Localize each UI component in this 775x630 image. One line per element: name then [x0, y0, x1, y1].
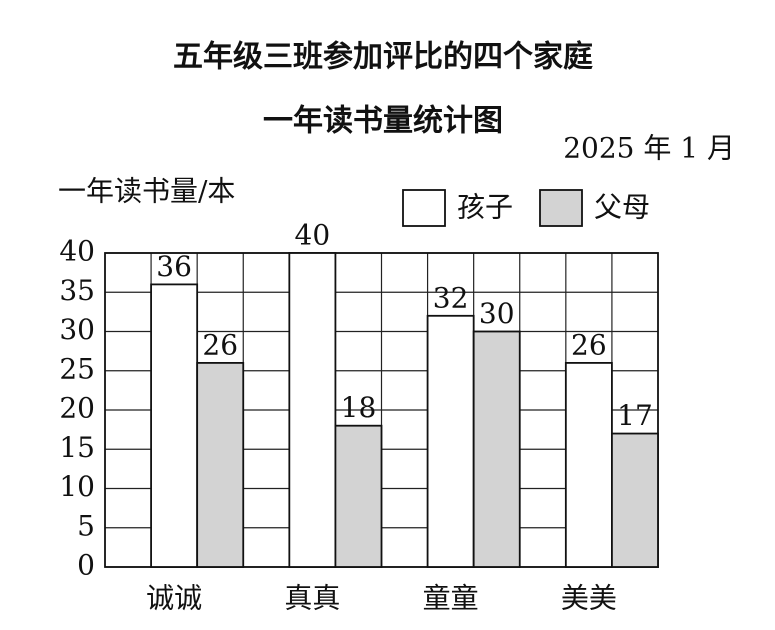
x-tick-label: 诚诚 [146, 582, 202, 615]
y-tick-label: 10 [59, 470, 95, 503]
legend-swatch [402, 189, 446, 227]
y-tick-label: 40 [59, 235, 95, 268]
x-tick-label: 真真 [284, 582, 340, 615]
legend-swatch [539, 189, 583, 227]
date-annotation: 2025 年 1 月 [563, 132, 735, 165]
value-label: 40 [295, 219, 331, 252]
bar [288, 252, 337, 568]
bar [150, 283, 199, 568]
bar [472, 330, 521, 568]
y-tick-label: 30 [59, 313, 95, 346]
y-tick-label: 25 [59, 352, 95, 385]
bar [564, 361, 613, 568]
x-tick-label: 童童 [423, 582, 479, 615]
bar [426, 314, 475, 568]
value-label: 32 [433, 281, 469, 314]
y-tick-label: 15 [59, 431, 95, 464]
y-tick-label: 0 [77, 549, 95, 582]
y-axis-label: 一年读书量/本 [58, 175, 235, 208]
chart-subtitle: 一年读书量统计图 [263, 104, 503, 139]
value-label: 36 [156, 250, 192, 283]
legend-label: 父母 [594, 191, 650, 224]
legend-label: 孩子 [457, 191, 513, 224]
bar [196, 361, 245, 568]
y-tick-label: 35 [59, 274, 95, 307]
value-label: 17 [617, 399, 653, 432]
y-tick-label: 20 [59, 392, 95, 425]
chart-title: 五年级三班参加评比的四个家庭 [173, 40, 593, 75]
value-label: 30 [479, 297, 515, 330]
x-tick-label: 美美 [561, 582, 617, 615]
y-tick-label: 5 [77, 509, 95, 542]
value-label: 26 [202, 328, 238, 361]
value-label: 26 [571, 328, 607, 361]
value-label: 18 [341, 391, 377, 424]
bar [611, 432, 659, 568]
bar [334, 424, 383, 568]
